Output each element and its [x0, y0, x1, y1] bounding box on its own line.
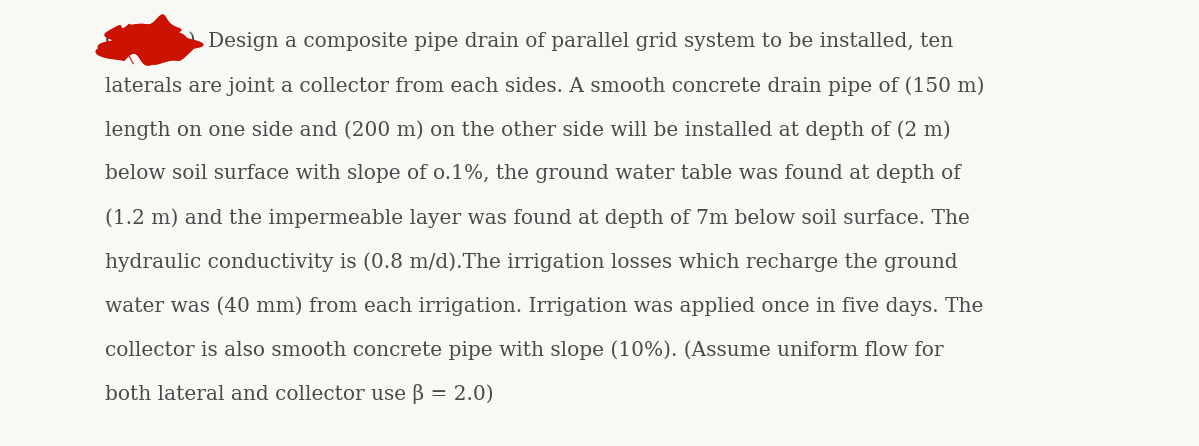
Polygon shape: [96, 15, 203, 65]
Text: water was (40 mm) from each irrigation. Irrigation was applied once in five days: water was (40 mm) from each irrigation. …: [106, 296, 983, 316]
Text: hydraulic conductivity is (0.8 m/d).The irrigation losses which recharge the gro: hydraulic conductivity is (0.8 m/d).The …: [106, 252, 958, 272]
Text: both lateral and collector use β = 2.0): both lateral and collector use β = 2.0): [106, 384, 494, 404]
Text: Q: Q: [106, 32, 121, 51]
Text: ).: ).: [188, 32, 203, 51]
Polygon shape: [96, 15, 203, 65]
Text: Design a composite pipe drain of parallel grid system to be installed, ten: Design a composite pipe drain of paralle…: [207, 32, 953, 51]
Text: below soil surface with slope of o.1%, the ground water table was found at depth: below soil surface with slope of o.1%, t…: [106, 164, 960, 183]
Text: collector is also smooth concrete pipe with slope (10%). (Assume uniform flow fo: collector is also smooth concrete pipe w…: [106, 340, 944, 359]
Text: (1.2 m) and the impermeable layer was found at depth of 7m below soil surface. T: (1.2 m) and the impermeable layer was fo…: [106, 208, 970, 227]
Text: laterals are joint a collector from each sides. A smooth concrete drain pipe of : laterals are joint a collector from each…: [106, 76, 984, 95]
Text: length on one side and (200 m) on the other side will be installed at depth of (: length on one side and (200 m) on the ot…: [106, 120, 951, 140]
